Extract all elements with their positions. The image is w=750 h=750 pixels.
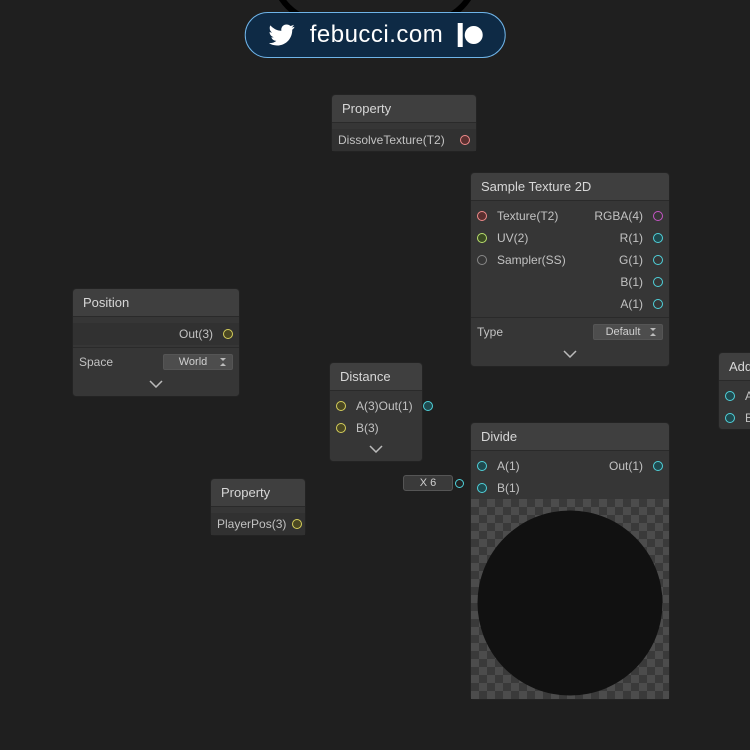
port-label: DissolveTexture(T2): [338, 133, 445, 147]
node-sample-texture-2d[interactable]: Sample Texture 2D Texture(T2) RGBA(4) UV…: [470, 172, 670, 367]
node-distance[interactable]: Distance A(3) Out(1) B(3): [329, 362, 423, 462]
input-port-b[interactable]: [725, 413, 735, 423]
output-port-g[interactable]: [653, 255, 663, 265]
node-property-playerpos[interactable]: Property PlayerPos(3): [210, 478, 306, 536]
node-title: Add: [719, 353, 750, 381]
output-port[interactable]: [653, 461, 663, 471]
input-port-a[interactable]: [336, 401, 346, 411]
collapse-toggle[interactable]: [330, 439, 422, 461]
output-port[interactable]: [423, 401, 433, 411]
twitter-icon: [268, 21, 296, 49]
node-title: Divide: [471, 423, 669, 451]
brand-badge: febucci.com: [245, 12, 506, 58]
output-port-rgba[interactable]: [653, 211, 663, 221]
node-title: Property: [211, 479, 305, 507]
output-port[interactable]: [292, 519, 302, 529]
node-add[interactable]: Add A( B(: [718, 352, 750, 430]
output-port-b[interactable]: [653, 277, 663, 287]
node-position[interactable]: Position Out(3) Space World: [72, 288, 240, 397]
input-port-a[interactable]: [477, 461, 487, 471]
inline-value-field[interactable]: X 6: [403, 475, 453, 491]
output-port-r[interactable]: [653, 233, 663, 243]
input-port-a[interactable]: [725, 391, 735, 401]
input-port-texture[interactable]: [477, 211, 487, 221]
node-title: Position: [73, 289, 239, 317]
output-port[interactable]: [223, 329, 233, 339]
input-port-b[interactable]: [477, 483, 487, 493]
output-port-a[interactable]: [653, 299, 663, 309]
collapse-toggle[interactable]: [471, 344, 669, 366]
input-port-sampler[interactable]: [477, 255, 487, 265]
type-dropdown[interactable]: Default: [593, 324, 663, 340]
patreon-icon: [457, 23, 482, 47]
space-dropdown[interactable]: World: [163, 354, 233, 370]
node-property-dissolve[interactable]: Property DissolveTexture(T2): [331, 94, 477, 152]
node-divide[interactable]: Divide A(1) Out(1) B(1): [470, 422, 670, 700]
input-port-uv[interactable]: [477, 233, 487, 243]
output-port[interactable]: [460, 135, 470, 145]
collapse-toggle[interactable]: [73, 374, 239, 396]
node-title: Sample Texture 2D: [471, 173, 669, 201]
input-port-b[interactable]: [336, 423, 346, 433]
inline-value-port[interactable]: [455, 479, 464, 488]
node-title: Distance: [330, 363, 422, 391]
brand-text: febucci.com: [310, 21, 444, 49]
node-preview: [471, 499, 669, 699]
node-title: Property: [332, 95, 476, 123]
